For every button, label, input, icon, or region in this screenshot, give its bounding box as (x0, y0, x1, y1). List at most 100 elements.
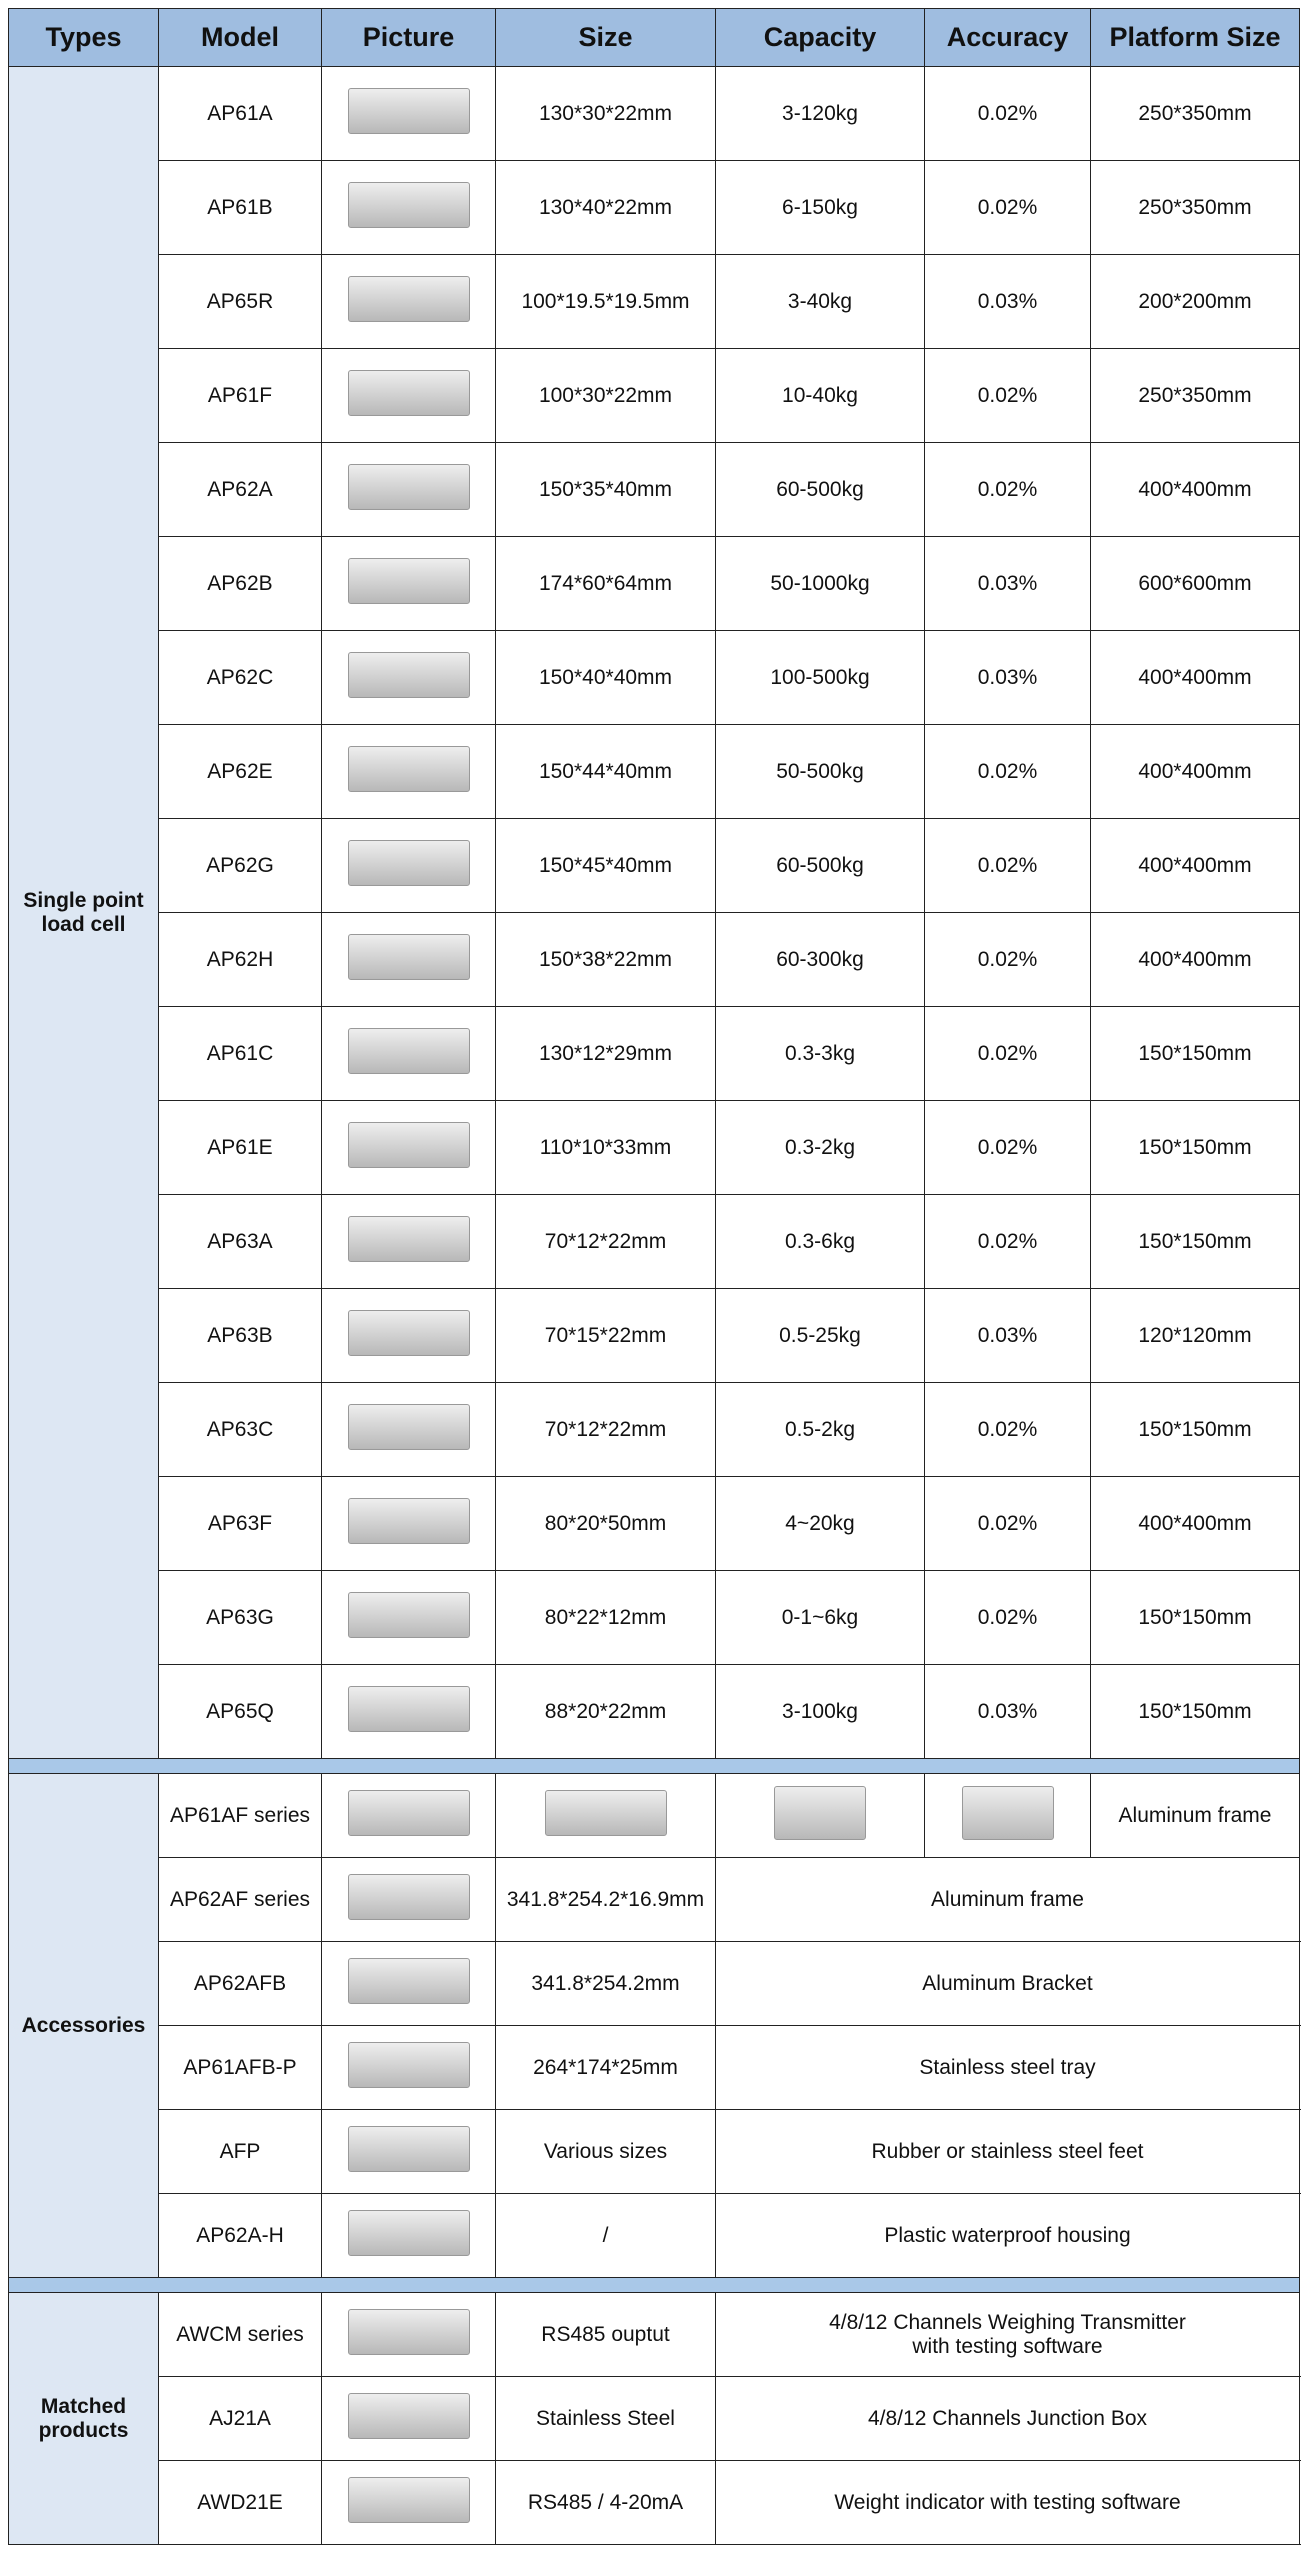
picture (347, 1215, 470, 1262)
capacity: 60-300kg (715, 912, 925, 1007)
separator (8, 2277, 1300, 2293)
picture (347, 1497, 470, 1544)
capacity: 50-1000kg (715, 536, 925, 631)
size: 341.8*254.2*16.9mm (495, 1857, 716, 1942)
capacity: 0.3-3kg (715, 1006, 925, 1101)
picture-cell (321, 2193, 496, 2278)
separator (8, 1758, 1300, 1774)
row: AP62C 150*40*40mm 100-500kg 0.03% 400*400mm (9, 630, 1300, 725)
size: 80*22*12mm (495, 1570, 716, 1665)
picture-cell (321, 536, 496, 631)
picture (347, 1873, 470, 1920)
picture-cell (321, 348, 496, 443)
description: Aluminum frame (1090, 1773, 1300, 1858)
description: Plastic waterproof housing (715, 2193, 1300, 2278)
separator-cell (8, 2277, 1300, 2293)
capacity: 0-1~6kg (715, 1570, 925, 1665)
picture-cell (321, 1382, 496, 1477)
size: 150*38*22mm (495, 912, 716, 1007)
picture-cell (321, 1194, 496, 1289)
accuracy: 0.02% (924, 1194, 1091, 1289)
row: AP65Q 88*20*22mm 3-100kg 0.03% 150*150mm (9, 1664, 1300, 1759)
size: 150*40*40mm (495, 630, 716, 725)
capacity: 3-100kg (715, 1664, 925, 1759)
row: AP61F 100*30*22mm 10-40kg 0.02% 250*350mm (9, 348, 1300, 443)
size: 80*20*50mm (495, 1476, 716, 1571)
model: AFP (158, 2109, 322, 2194)
capacity: 6-150kg (715, 160, 925, 255)
accuracy: 0.02% (924, 818, 1091, 913)
size: 150*35*40mm (495, 442, 716, 537)
picture-cell (321, 2460, 496, 2545)
capacity: 60-500kg (715, 442, 925, 537)
accuracy: 0.03% (924, 1664, 1091, 1759)
size: 264*174*25mm (495, 2025, 716, 2110)
picture-cell (321, 160, 496, 255)
model: AP61C (158, 1006, 322, 1101)
row: AP63B 70*15*22mm 0.5-25kg 0.03% 120*120mm (9, 1288, 1300, 1383)
capacity: 0.5-2kg (715, 1382, 925, 1477)
picture (347, 1789, 470, 1836)
size: 110*10*33mm (495, 1100, 716, 1195)
picture (347, 87, 470, 134)
platform-size: 150*150mm (1090, 1664, 1300, 1759)
size: 150*45*40mm (495, 818, 716, 913)
row: Accessories AP61AF series Aluminum frame (8, 1773, 1300, 2278)
size: 70*15*22mm (495, 1288, 716, 1383)
picture (347, 2392, 470, 2439)
row: AWD21E RS485 / 4-20mA Weight indicator wit… (9, 2460, 1300, 2545)
picture-cell (321, 254, 496, 349)
description: Weight indicator with testing software (715, 2460, 1300, 2545)
row: AP62A 150*35*40mm 60-500kg 0.02% 400*400mm (9, 442, 1300, 537)
picture (347, 2041, 470, 2088)
capacity: 3-40kg (715, 254, 925, 349)
size: 130*12*29mm (495, 1006, 716, 1101)
header-cell: Picture (321, 8, 496, 67)
picture-cell (321, 1570, 496, 1665)
row: Matched products AWCM series RS485 ouptut 4… (8, 2292, 1300, 2545)
capacity: 100-500kg (715, 630, 925, 725)
row: AP63C 70*12*22mm 0.5-2kg 0.02% 150*150mm (9, 1382, 1300, 1477)
picture-cell (321, 1476, 496, 1571)
description: 4/8/12 Channels Weighing Transmitter wit… (715, 2292, 1300, 2377)
accuracy: 0.03% (924, 1288, 1091, 1383)
platform-size: 150*150mm (1090, 1570, 1300, 1665)
platform-size: 400*400mm (1090, 630, 1300, 725)
row: Single point load cell AP61A 130*30*22mm 3-… (8, 66, 1300, 1759)
picture (961, 1785, 1054, 1840)
header-row: Types Model Picture Size Capacity Accuracy Pla… (8, 8, 1300, 67)
size: 174*60*64mm (495, 536, 716, 631)
picture-cell (321, 442, 496, 537)
platform-size: 120*120mm (1090, 1288, 1300, 1383)
accuracy: 0.02% (924, 1476, 1091, 1571)
capacity: 50-500kg (715, 724, 925, 819)
size: 100*19.5*19.5mm (495, 254, 716, 349)
size: RS485 ouptut (495, 2292, 716, 2377)
row: AP62B 174*60*64mm 50-1000kg 0.03% 600*600mm (9, 536, 1300, 631)
picture (347, 2476, 470, 2523)
accuracy: 0.03% (924, 630, 1091, 725)
picture-cell (321, 630, 496, 725)
row: AP62H 150*38*22mm 60-300kg 0.02% 400*400mm (9, 912, 1300, 1007)
picture (347, 1685, 470, 1732)
model: AP62B (158, 536, 322, 631)
picture (774, 1785, 866, 1840)
picture-cell (321, 1100, 496, 1195)
picture (347, 745, 470, 792)
accuracy: 0.02% (924, 348, 1091, 443)
row: AP61E 110*10*33mm 0.3-2kg 0.02% 150*150mm (9, 1100, 1300, 1195)
platform-size: 150*150mm (1090, 1382, 1300, 1477)
row: AP62G 150*45*40mm 60-500kg 0.02% 400*400mm (9, 818, 1300, 913)
picture (347, 1121, 470, 1168)
capacity: 4~20kg (715, 1476, 925, 1571)
description: Rubber or stainless steel feet (715, 2109, 1300, 2194)
model: AP62H (158, 912, 322, 1007)
platform-size: 400*400mm (1090, 818, 1300, 913)
platform-size: 250*350mm (1090, 160, 1300, 255)
picture-cell (321, 2109, 496, 2194)
row: AP63F 80*20*50mm 4~20kg 0.02% 400*400mm (9, 1476, 1300, 1571)
description: Stainless steel tray (715, 2025, 1300, 2110)
picture-cell (321, 1857, 496, 1942)
type-cell: Single point load cell (8, 66, 159, 1759)
header-cell: Size (495, 8, 716, 67)
